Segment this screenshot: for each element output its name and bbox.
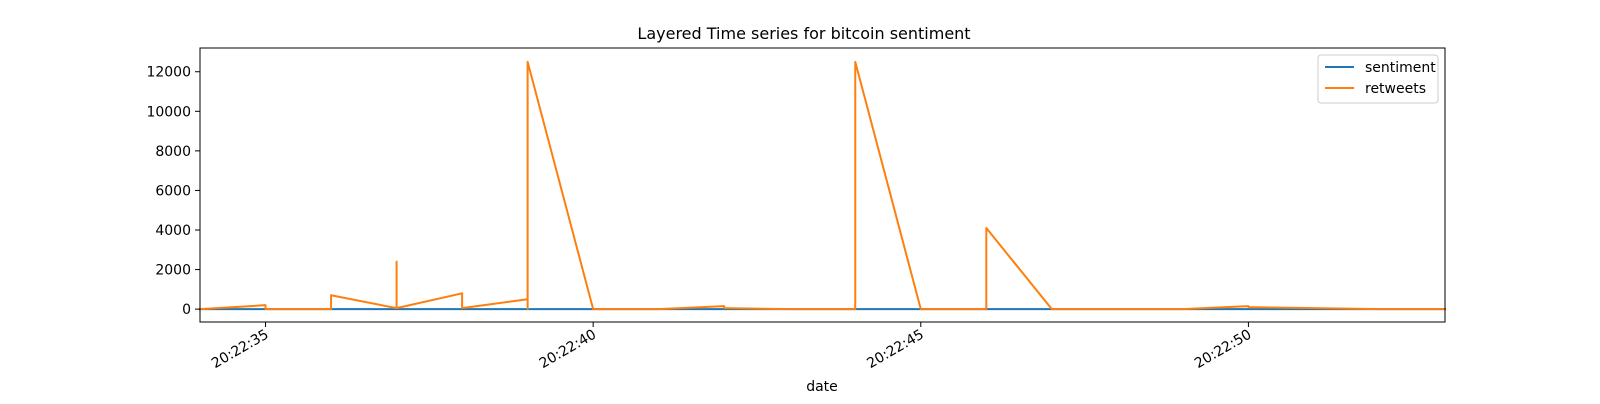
- y-tick-label: 2000: [155, 263, 191, 279]
- y-axis: 0 2000 4000 6000 8000 10000 12000: [146, 65, 200, 318]
- y-tick-label: 0: [182, 302, 191, 318]
- y-tick-label: 8000: [155, 144, 191, 160]
- legend-label-sentiment: sentiment: [1365, 60, 1436, 76]
- legend-label-retweets: retweets: [1365, 81, 1426, 97]
- legend[interactable]: sentiment retweets: [1317, 54, 1439, 104]
- y-tick-label: 6000: [155, 183, 191, 199]
- y-tick-label: 12000: [146, 65, 191, 81]
- chart-title: Layered Time series for bitcoin sentimen…: [637, 24, 970, 43]
- y-tick-label: 4000: [155, 223, 191, 239]
- x-axis-label: date: [806, 379, 838, 395]
- plot-area-frame: [199, 47, 1446, 323]
- series-line-retweets: [198, 60, 1446, 311]
- y-tick-label: 10000: [146, 104, 191, 120]
- series-layer: [198, 60, 1446, 311]
